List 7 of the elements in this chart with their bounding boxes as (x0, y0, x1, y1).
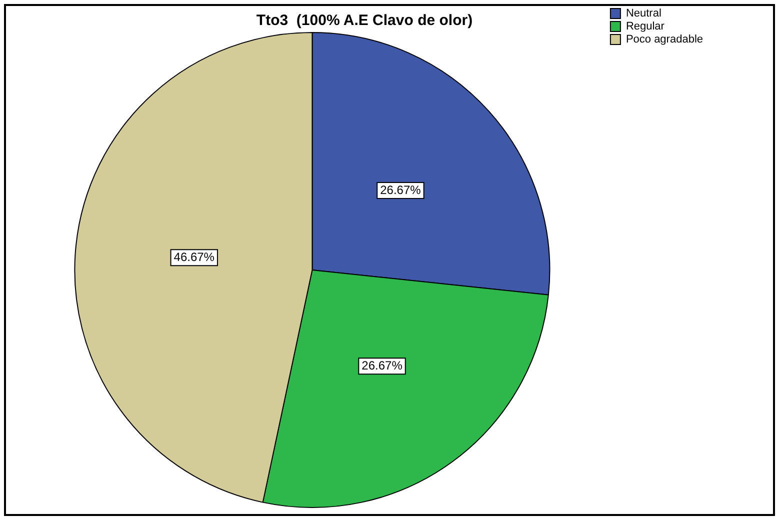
data-label: 26.67% (362, 358, 403, 372)
legend-label: Poco agradable (626, 34, 704, 46)
data-label: 46.67% (174, 250, 215, 264)
data-label: 26.67% (380, 182, 422, 197)
legend-label: Regular (626, 20, 665, 33)
legend-label: Neutral (626, 8, 662, 20)
chart-title: Tto3 (100% A.E Clavo de olor) (256, 12, 473, 30)
